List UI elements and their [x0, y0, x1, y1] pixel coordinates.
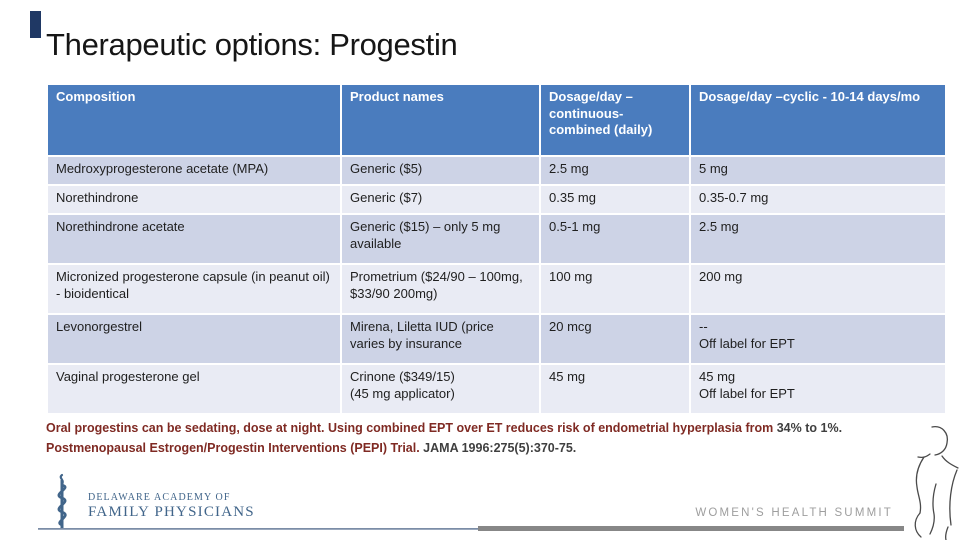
footnote-line: Oral progestins can be sedating, dose at…: [46, 418, 948, 438]
footer-divider-line: [38, 528, 480, 530]
table-cell: Levonorgestrel: [46, 313, 342, 365]
table-cell: Medroxyprogesterone acetate (MPA): [46, 155, 342, 186]
summit-label: WOMEN'S HEALTH SUMMIT: [695, 507, 893, 519]
accent-mark: [30, 11, 41, 38]
table-row: Micronized progesterone capsule (in pean…: [46, 263, 947, 315]
footnote-segment: 34% to 1%.: [776, 421, 843, 435]
table-cell: Mirena, Liletta IUD (price varies by ins…: [340, 313, 541, 365]
table-cell: 200 mg: [689, 263, 947, 315]
table-cell: 0.35-0.7 mg: [689, 184, 947, 215]
table-header-row: Composition Product names Dosage/day – con…: [46, 83, 947, 157]
column-header: Product names: [340, 83, 541, 157]
table-cell: -- Off label for EPT: [689, 313, 947, 365]
logo-text: DELAWARE ACADEMY OF FAMILY PHYSICIANS: [88, 492, 255, 521]
table-cell: Generic ($5): [340, 155, 541, 186]
table-row: Medroxyprogesterone acetate (MPA) Generic…: [46, 155, 947, 186]
table-cell: Generic ($15) – only 5 mg available: [340, 213, 541, 265]
table-cell: 20 mcg: [539, 313, 691, 365]
table-row: Levonorgestrel Mirena, Liletta IUD (price…: [46, 313, 947, 365]
table-cell: 45 mg Off label for EPT: [689, 363, 947, 415]
progestin-options-table: Composition Product names Dosage/day – con…: [46, 83, 947, 415]
table-row: Norethindrone acetate Generic ($15) – onl…: [46, 213, 947, 265]
column-header: Composition: [46, 83, 342, 157]
table-cell: Norethindrone acetate: [46, 213, 342, 265]
table-header: Composition Product names Dosage/day – con…: [46, 83, 947, 157]
page-title: Therapeutic options: Progestin: [46, 27, 458, 62]
footnote-segment: Oral progestins can be sedating, dose at…: [46, 421, 777, 435]
table-cell: Norethindrone: [46, 184, 342, 215]
table-cell: 2.5 mg: [539, 155, 691, 186]
table-cell: 45 mg: [539, 363, 691, 415]
table-row: Norethindrone Generic ($7) 0.35 mg 0.35-0.7…: [46, 184, 947, 215]
table-cell: Micronized progesterone capsule (in pean…: [46, 263, 342, 315]
woman-silhouette-sketch-icon: [890, 424, 960, 541]
summit-divider-bar: [478, 526, 904, 531]
table-cell: 2.5 mg: [689, 213, 947, 265]
footnote-segment: JAMA 1996:275(5):370-75.: [423, 441, 577, 455]
column-header: Dosage/day – continuous-combined (daily): [539, 83, 691, 157]
table-cell: 0.35 mg: [539, 184, 691, 215]
table-cell: 100 mg: [539, 263, 691, 315]
column-header: Dosage/day –cyclic - 10-14 days/mo: [689, 83, 947, 157]
footnote-line: Postmenopausal Estrogen/Progestin Interv…: [46, 438, 948, 458]
delaware-academy-logo: DELAWARE ACADEMY OF FAMILY PHYSICIANS: [40, 468, 340, 532]
table-cell: Prometrium ($24/90 – 100mg, $33/90 200mg…: [340, 263, 541, 315]
logo-line2: FAMILY PHYSICIANS: [88, 504, 255, 520]
table-row: Vaginal progesterone gel Crinone ($349/15…: [46, 363, 947, 415]
table-body: Medroxyprogesterone acetate (MPA) Generic…: [46, 155, 947, 415]
table-cell: Vaginal progesterone gel: [46, 363, 342, 415]
table-cell: Generic ($7): [340, 184, 541, 215]
logo-line1: DELAWARE ACADEMY OF: [88, 492, 231, 503]
footnote-segment: Postmenopausal Estrogen/Progestin Interv…: [46, 441, 424, 455]
table-cell: 0.5-1 mg: [539, 213, 691, 265]
table-cell: Crinone ($349/15) (45 mg applicator): [340, 363, 541, 415]
footnotes: Oral progestins can be sedating, dose at…: [46, 418, 948, 458]
table-cell: 5 mg: [689, 155, 947, 186]
rod-of-asclepius-icon: [42, 472, 82, 535]
